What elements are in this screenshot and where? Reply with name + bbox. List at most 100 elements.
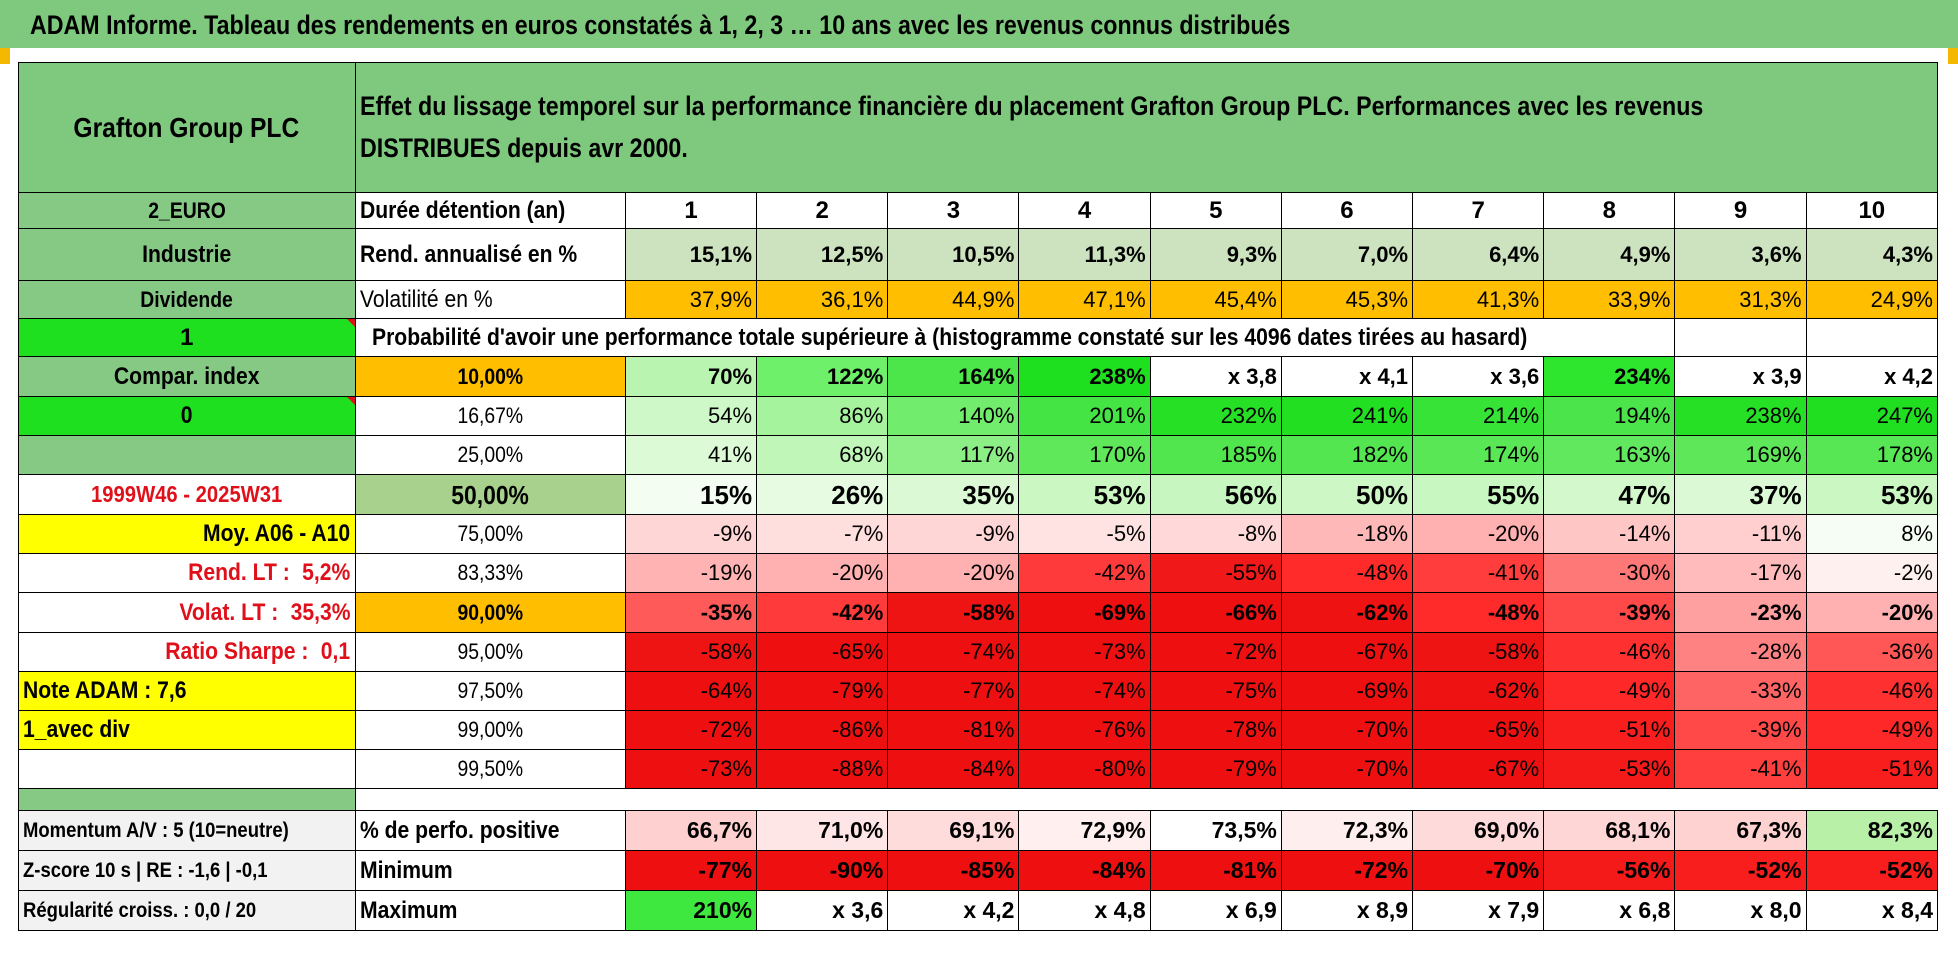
rend-row: Industrie Rend. annualisé en % 15,1% 12,… (18, 228, 1939, 281)
rend-value: 3,6% (1674, 228, 1807, 281)
percentile-cell: 178% (1805, 435, 1939, 475)
percentile-cell: -20% (1805, 592, 1939, 633)
percentile-cell: -18% (1280, 514, 1414, 554)
probability-label: Probabilité d'avoir une performance tota… (371, 323, 1527, 351)
probability-row: 1 Probabilité d'avoir une performance to… (18, 318, 1939, 357)
percentile-cell: 26% (756, 474, 889, 515)
percentile-cell: -65% (1412, 710, 1545, 750)
vol-value: 24,9% (1805, 280, 1939, 319)
percentile-cell: 174% (1412, 435, 1545, 475)
positive-left-cell: Momentum A/V : 5 (10=neutre) (18, 810, 356, 851)
percentile-label: 16,67% (354, 396, 626, 436)
maximum-value: x 7,9 (1412, 890, 1545, 931)
percentile-cell: 169% (1674, 435, 1807, 475)
rend-label: Rend. annualisé en % (359, 240, 577, 268)
percentile-cell: 182% (1280, 435, 1414, 475)
minimum-value: -52% (1805, 850, 1939, 891)
percentile-label: 75,00% (354, 514, 626, 554)
flag-0-cell: 0 (18, 396, 356, 436)
percentile-cell: -14% (1543, 514, 1676, 554)
rend-value: 10,5% (887, 228, 1020, 281)
percentile-cell: -42% (756, 592, 889, 633)
percentile-label: 97,50% (354, 671, 626, 711)
percentile-cell: -8% (1149, 514, 1282, 554)
percentile-cell: 37% (1674, 474, 1807, 515)
spacer-right (355, 789, 1938, 811)
percentile-cell: 56% (1149, 474, 1282, 515)
percentile-cell: 140% (887, 396, 1020, 436)
rend-value: 9,3% (1149, 228, 1282, 281)
percentile-cell: -79% (1149, 749, 1282, 789)
percentile-row: Volat. LT :35,3% 90,00% -35% -42% -58% -69% -6… (18, 592, 1939, 633)
corner-marker-left (0, 48, 10, 64)
percentile-cell: -66% (1149, 592, 1282, 633)
percentile-cell: 68% (756, 435, 889, 475)
percentile-cell: -41% (1674, 749, 1807, 789)
percentile-cell: -70% (1280, 749, 1414, 789)
company-name-cell: Grafton Group PLC (18, 62, 356, 193)
percentile-label: 83,33% (354, 553, 626, 593)
note-cell: Note ADAM : 7,6 (18, 671, 356, 711)
vol-row: Dividende Volatilité en % 37,9% 36,1% 44… (18, 280, 1939, 319)
positive-value: 71,0% (756, 810, 889, 851)
performance-table: Grafton Group PLC Effet du lissage tempo… (18, 62, 1939, 931)
percentile-cell: -51% (1543, 710, 1676, 750)
percentile-cell: -9% (624, 514, 758, 554)
percentile-cell: -28% (1674, 632, 1807, 672)
maximum-left-cell: Régularité croiss. : 0,0 / 20 (18, 890, 356, 931)
percentile-cell: -41% (1412, 553, 1545, 593)
percentile-cell: -36% (1805, 632, 1939, 672)
percentile-cell: -2% (1805, 553, 1939, 593)
maximum-label-cell: Maximum (354, 890, 626, 931)
percentile-cell: -77% (887, 671, 1020, 711)
rend-value: 11,3% (1018, 228, 1151, 281)
percentile-cell: -49% (1543, 671, 1676, 711)
maximum-left-label: Régularité croiss. : 0,0 / 20 (23, 899, 257, 922)
percentile-cell: -75% (1149, 671, 1282, 711)
type-cell: Dividende (18, 280, 356, 319)
percentile-cell: -11% (1674, 514, 1807, 554)
percentile-cell: -81% (887, 710, 1020, 750)
duree-label: Durée détention (an) (359, 196, 565, 224)
percentile-cell: -62% (1280, 592, 1414, 633)
page-title: ADAM Informe. Tableau des rendements en … (30, 10, 1291, 40)
maximum-value: x 4,8 (1018, 890, 1151, 931)
percentile-value: 75,00% (457, 521, 524, 546)
percentile-label: 50,00% (354, 474, 626, 515)
rend-lt-label: Rend. LT : (188, 559, 291, 586)
note-label: Note ADAM : 7,6 (23, 677, 187, 704)
percentile-value: 16,67% (457, 403, 524, 428)
spacer-row (18, 788, 1938, 811)
duree-label-cell: Durée détention (an) (354, 192, 626, 229)
maximum-value: 210% (624, 890, 758, 931)
vol-value: 45,3% (1280, 280, 1414, 319)
positive-row: Momentum A/V : 5 (10=neutre) % de perfo. … (18, 810, 1939, 851)
percentile-cell: 122% (756, 356, 889, 397)
percentile-label: 90,00% (354, 592, 626, 633)
description-line-2: DISTRIBUES depuis avr 2000. (359, 132, 688, 163)
percentile-cell: -48% (1412, 592, 1545, 633)
year-7: 7 (1412, 192, 1545, 229)
percentile-cell: 194% (1543, 396, 1676, 436)
empty-cell (1805, 318, 1939, 357)
positive-value: 72,9% (1018, 810, 1151, 851)
percentile-cell: -62% (1412, 671, 1545, 711)
minimum-value: -72% (1280, 850, 1414, 891)
percentile-cell: -69% (1280, 671, 1414, 711)
percentile-cell: -84% (887, 749, 1020, 789)
percentile-cell: -5% (1018, 514, 1151, 554)
maximum-value: x 6,9 (1149, 890, 1282, 931)
percentile-cell: -20% (756, 553, 889, 593)
period-label: 1999W46 - 2025W31 (91, 481, 283, 507)
percentile-cell: 15% (624, 474, 758, 515)
year-1: 1 (624, 192, 758, 229)
percentile-row: 1_avec div 99,00% -72% -86% -81% -76% -78% -70%… (18, 710, 1939, 750)
percentile-row: Ratio Sharpe :0,1 95,00% -58% -65% -74% -73% -… (18, 632, 1939, 672)
percentile-value: 99,50% (457, 756, 524, 781)
vol-value: 37,9% (624, 280, 758, 319)
percentile-cell: 238% (1674, 396, 1807, 436)
percentile-value: 10,00% (457, 363, 524, 389)
minimum-value: -52% (1674, 850, 1807, 891)
percentile-value: 97,50% (457, 678, 524, 703)
avec-div-cell: 1_avec div (18, 710, 356, 750)
